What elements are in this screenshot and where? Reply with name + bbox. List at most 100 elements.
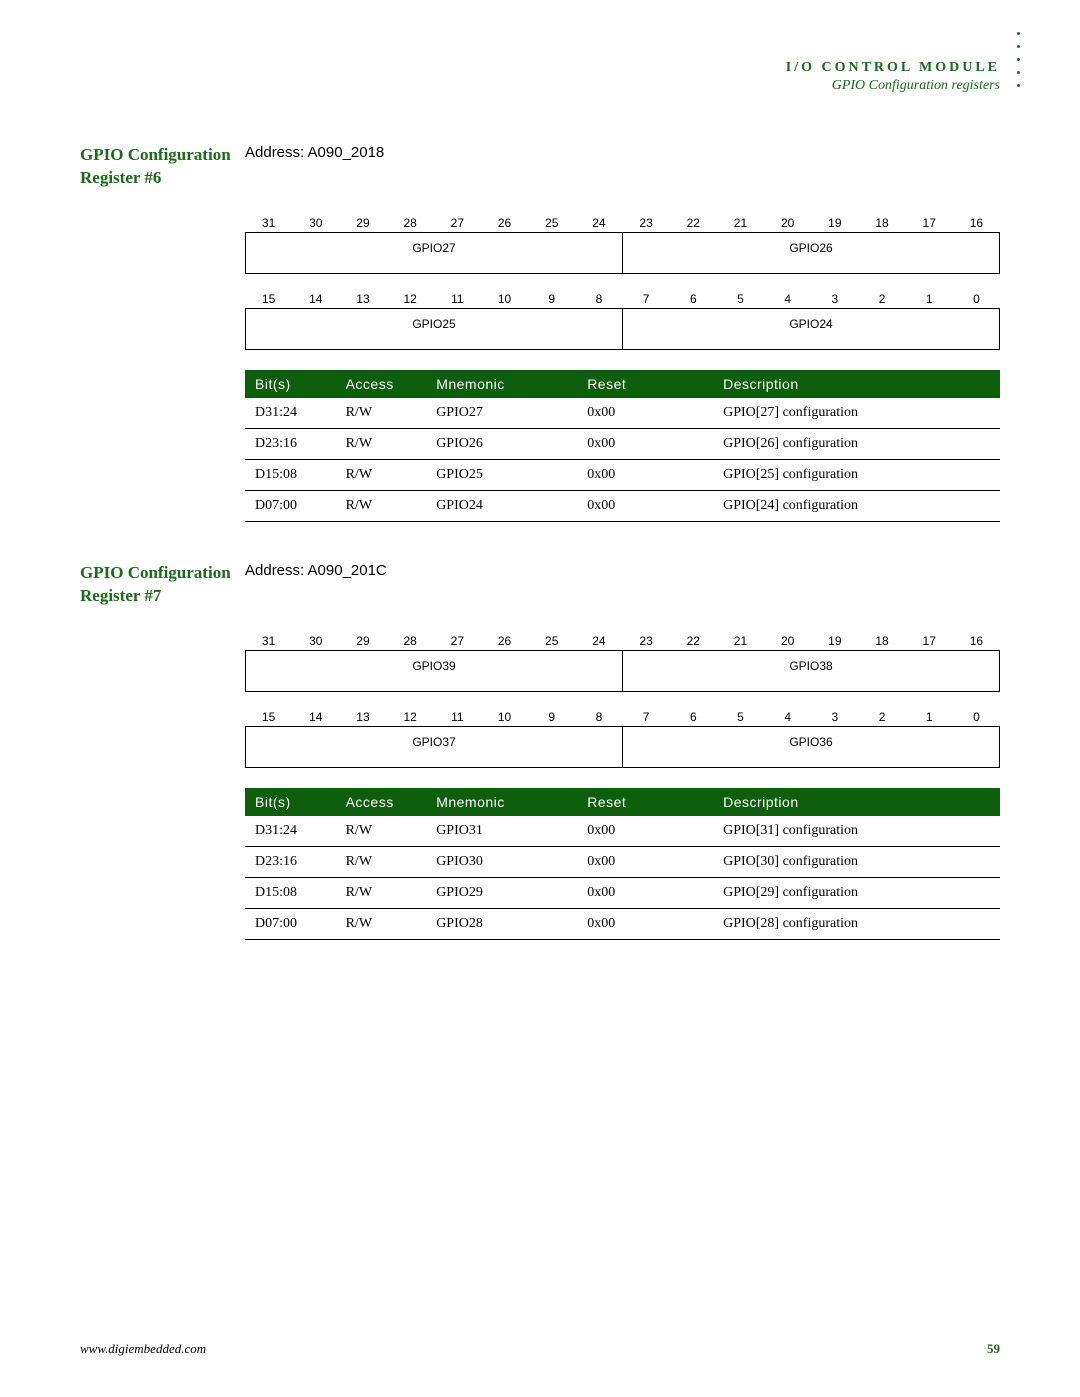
bit-field: GPIO26 — [623, 233, 999, 273]
cell-access: R/W — [336, 847, 427, 878]
bit-num: 25 — [528, 216, 575, 230]
bit-num: 18 — [858, 634, 905, 648]
bit-num: 9 — [528, 710, 575, 724]
cell-reset: 0x00 — [577, 491, 713, 522]
cell-description: GPIO[26] configuration — [713, 429, 1000, 460]
bit-num: 15 — [245, 292, 292, 306]
table-row: D07:00 R/W GPIO24 0x00 GPIO[24] configur… — [245, 491, 1000, 522]
bit-num: 17 — [906, 216, 953, 230]
cell-description: GPIO[27] configuration — [713, 398, 1000, 429]
bit-num: 24 — [575, 216, 622, 230]
table-row: D31:24 R/W GPIO31 0x00 GPIO[31] configur… — [245, 816, 1000, 847]
page-header: I/O CONTROL MODULE GPIO Configuration re… — [80, 60, 1000, 94]
cell-reset: 0x00 — [577, 460, 713, 491]
bit-num: 21 — [717, 634, 764, 648]
bit-num: 1 — [906, 292, 953, 306]
bit-field: GPIO24 — [623, 309, 999, 349]
bit-num: 3 — [811, 292, 858, 306]
cell-reset: 0x00 — [577, 878, 713, 909]
th-bits: Bit(s) — [245, 788, 336, 816]
page: I/O CONTROL MODULE GPIO Configuration re… — [0, 0, 1080, 1397]
cell-bits: D23:16 — [245, 429, 336, 460]
bit-num: 4 — [764, 292, 811, 306]
cell-bits: D31:24 — [245, 816, 336, 847]
bit-num: 6 — [670, 292, 717, 306]
bit-num: 2 — [858, 292, 905, 306]
bit-num: 12 — [387, 292, 434, 306]
section-body: Address: A090_2018 31 30 29 28 27 26 25 … — [245, 144, 1000, 522]
bit-num: 23 — [623, 634, 670, 648]
cell-access: R/W — [336, 878, 427, 909]
cell-description: GPIO[28] configuration — [713, 909, 1000, 940]
bit-num: 13 — [339, 710, 386, 724]
cell-bits: D07:00 — [245, 491, 336, 522]
th-reset: Reset — [577, 370, 713, 398]
bit-num: 16 — [953, 216, 1000, 230]
cell-description: GPIO[29] configuration — [713, 878, 1000, 909]
register-table: Bit(s) Access Mnemonic Reset Description… — [245, 370, 1000, 522]
cell-mnemonic: GPIO29 — [426, 878, 577, 909]
bit-fields-low: GPIO37 GPIO36 — [245, 726, 1000, 768]
bit-num: 26 — [481, 634, 528, 648]
register-address: Address: A090_201C — [245, 562, 1000, 579]
th-description: Description — [713, 370, 1000, 398]
table-row: D23:16 R/W GPIO26 0x00 GPIO[26] configur… — [245, 429, 1000, 460]
bit-num: 30 — [292, 216, 339, 230]
bit-field: GPIO38 — [623, 651, 999, 691]
cell-description: GPIO[31] configuration — [713, 816, 1000, 847]
bit-num: 26 — [481, 216, 528, 230]
bit-fields-high: GPIO27 GPIO26 — [245, 232, 1000, 274]
register-address: Address: A090_2018 — [245, 144, 1000, 161]
bit-num: 10 — [481, 292, 528, 306]
cell-mnemonic: GPIO30 — [426, 847, 577, 878]
bit-num: 3 — [811, 710, 858, 724]
cell-bits: D15:08 — [245, 878, 336, 909]
bit-num: 6 — [670, 710, 717, 724]
bit-field: GPIO25 — [246, 309, 623, 349]
bit-num: 8 — [575, 292, 622, 306]
bit-num: 25 — [528, 634, 575, 648]
th-access: Access — [336, 788, 427, 816]
bit-num: 20 — [764, 216, 811, 230]
th-bits: Bit(s) — [245, 370, 336, 398]
bit-field: GPIO39 — [246, 651, 623, 691]
bit-num: 7 — [623, 292, 670, 306]
bit-num: 31 — [245, 634, 292, 648]
bit-field: GPIO37 — [246, 727, 623, 767]
cell-bits: D07:00 — [245, 909, 336, 940]
register-table: Bit(s) Access Mnemonic Reset Description… — [245, 788, 1000, 940]
table-row: D15:08 R/W GPIO25 0x00 GPIO[25] configur… — [245, 460, 1000, 491]
cell-mnemonic: GPIO26 — [426, 429, 577, 460]
bit-num: 5 — [717, 292, 764, 306]
table-row: D31:24 R/W GPIO27 0x00 GPIO[27] configur… — [245, 398, 1000, 429]
cell-reset: 0x00 — [577, 847, 713, 878]
footer-page-number: 59 — [987, 1341, 1000, 1357]
cell-reset: 0x00 — [577, 429, 713, 460]
bit-num: 27 — [434, 634, 481, 648]
bit-num: 1 — [906, 710, 953, 724]
bit-num: 15 — [245, 710, 292, 724]
table-row: D23:16 R/W GPIO30 0x00 GPIO[30] configur… — [245, 847, 1000, 878]
bit-num: 29 — [339, 216, 386, 230]
register-section-6: GPIO Configuration Register #6 Address: … — [80, 144, 1000, 522]
bit-num: 2 — [858, 710, 905, 724]
bit-num: 9 — [528, 292, 575, 306]
th-mnemonic: Mnemonic — [426, 788, 577, 816]
header-subtitle: GPIO Configuration registers — [80, 78, 1000, 94]
bit-num: 19 — [811, 216, 858, 230]
cell-access: R/W — [336, 460, 427, 491]
section-label: GPIO Configuration Register #7 — [80, 562, 245, 940]
bit-numbers-low: 15 14 13 12 11 10 9 8 7 6 5 4 3 2 1 0 — [245, 292, 1000, 306]
bit-num: 14 — [292, 710, 339, 724]
cell-reset: 0x00 — [577, 398, 713, 429]
cell-bits: D23:16 — [245, 847, 336, 878]
table-row: D07:00 R/W GPIO28 0x00 GPIO[28] configur… — [245, 909, 1000, 940]
bit-num: 5 — [717, 710, 764, 724]
cell-mnemonic: GPIO28 — [426, 909, 577, 940]
bit-field: GPIO36 — [623, 727, 999, 767]
cell-mnemonic: GPIO27 — [426, 398, 577, 429]
cell-reset: 0x00 — [577, 909, 713, 940]
section-label: GPIO Configuration Register #6 — [80, 144, 245, 522]
bit-field: GPIO27 — [246, 233, 623, 273]
bit-num: 31 — [245, 216, 292, 230]
